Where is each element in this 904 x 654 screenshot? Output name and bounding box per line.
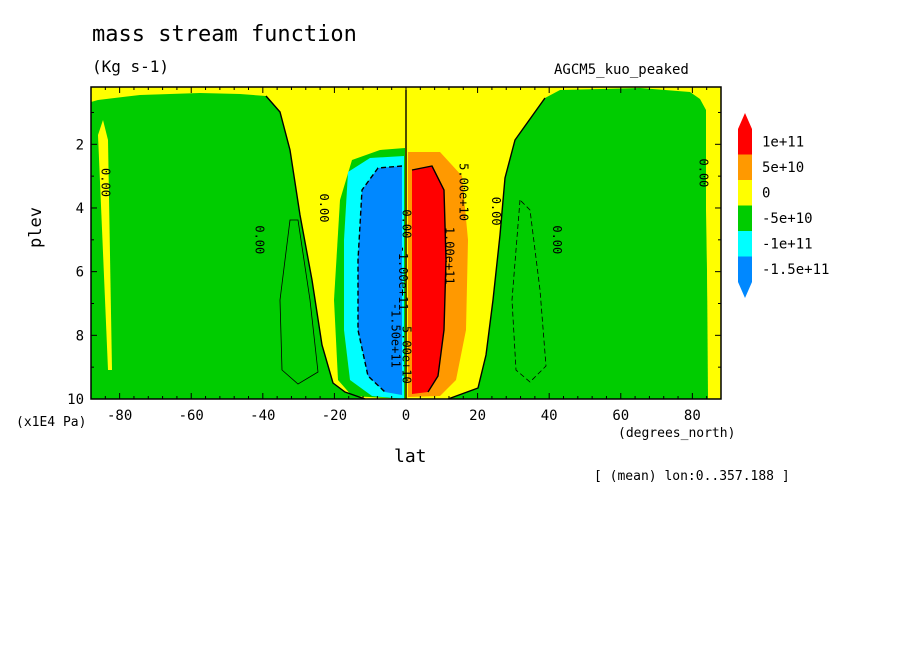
contour-line-zero-left: [265, 95, 366, 399]
contour-label: 0.00: [253, 225, 267, 254]
x-axis-units: (degrees_north): [618, 426, 736, 441]
contour-label: 0.00: [317, 194, 331, 223]
contour-line-positive: [411, 165, 447, 393]
x-tick-label: -80: [107, 408, 132, 424]
legend-swatch: [738, 180, 752, 206]
y-tick-label: 4: [76, 201, 84, 217]
positive-cell-red: [412, 166, 446, 394]
contour-label: 0.00: [550, 225, 564, 254]
model-label: AGCM5_kuo_peaked: [554, 62, 689, 78]
contour-label: 0.00: [489, 197, 503, 226]
x-tick-label: 0: [402, 408, 410, 424]
contour-line-negative: [357, 165, 403, 393]
x-tick-label: -40: [250, 408, 275, 424]
contour-label: -5.00e+10: [399, 319, 413, 384]
x-tick-label: 20: [469, 408, 486, 424]
y-tick-label: 10: [67, 392, 84, 408]
contour-line-zero-right: [447, 97, 546, 399]
chart-units: (Kg s-1): [92, 57, 170, 76]
legend-label: 0: [762, 186, 770, 202]
y-tick-label: 6: [76, 265, 84, 281]
yellow-strip-left: [98, 120, 112, 370]
x-tick-label: 40: [541, 408, 558, 424]
legend-label: -5e+10: [762, 211, 813, 227]
contour-lines: [265, 90, 547, 399]
legend-label: 1e+11: [762, 135, 804, 151]
plot-area: [91, 87, 721, 399]
yellow-strip-right: [706, 120, 716, 399]
legend: 1e+11 5e+10 0 -5e+10 -1e+11 -1.5e+11: [738, 113, 829, 298]
legend-label: 5e+10: [762, 160, 804, 176]
legend-swatch: [738, 154, 752, 180]
contour-line-thin-left: [279, 219, 319, 385]
contour-label: -1.00e+11: [396, 246, 410, 311]
contour-line-thin-right: [511, 199, 547, 383]
contour-label: 0.00: [99, 168, 113, 197]
negative-cell-blue: [358, 166, 402, 395]
legend-swatch: [738, 256, 752, 282]
contour-label: 1.00e+11: [442, 227, 456, 285]
legend-swatch: [738, 129, 752, 155]
x-axis-label: lat: [394, 446, 427, 467]
footnote: [ (mean) lon:0..357.188 ]: [594, 469, 790, 484]
legend-swatch: [738, 231, 752, 257]
contour-label: 0.00: [697, 159, 711, 188]
legend-arrow-top: [738, 113, 752, 129]
contour-labels: 0.00 0.00 0.00 0.00 0.00 0.00 0.00 5.00e+101.00…: [99, 159, 711, 384]
x-tick-label: 60: [612, 408, 629, 424]
legend-label: -1e+11: [762, 237, 813, 253]
y-axis-units: (x1E4 Pa): [16, 415, 87, 430]
green-region-left: [91, 93, 365, 399]
x-tick-label: -60: [179, 408, 204, 424]
y-tick-label: 2: [76, 137, 84, 153]
legend-arrow-bottom: [738, 282, 752, 298]
green-region-right: [448, 88, 712, 399]
y-tick-label: 8: [76, 328, 84, 344]
x-tick-label: 80: [684, 408, 701, 424]
y-ticks: 2 4 6 8 10: [67, 111, 721, 408]
x-tick-label: -20: [322, 408, 347, 424]
chart-title: mass stream function: [92, 22, 357, 47]
contour-label: -1.50e+11: [389, 303, 403, 368]
legend-swatch: [738, 205, 752, 231]
contour-label: 5.00e+10: [457, 163, 471, 221]
x-ticks: -80 -60 -40 -20 0 20 40 60 80: [90, 87, 722, 424]
legend-label: -1.5e+11: [762, 262, 829, 278]
contour-label: 0.00: [399, 209, 413, 238]
